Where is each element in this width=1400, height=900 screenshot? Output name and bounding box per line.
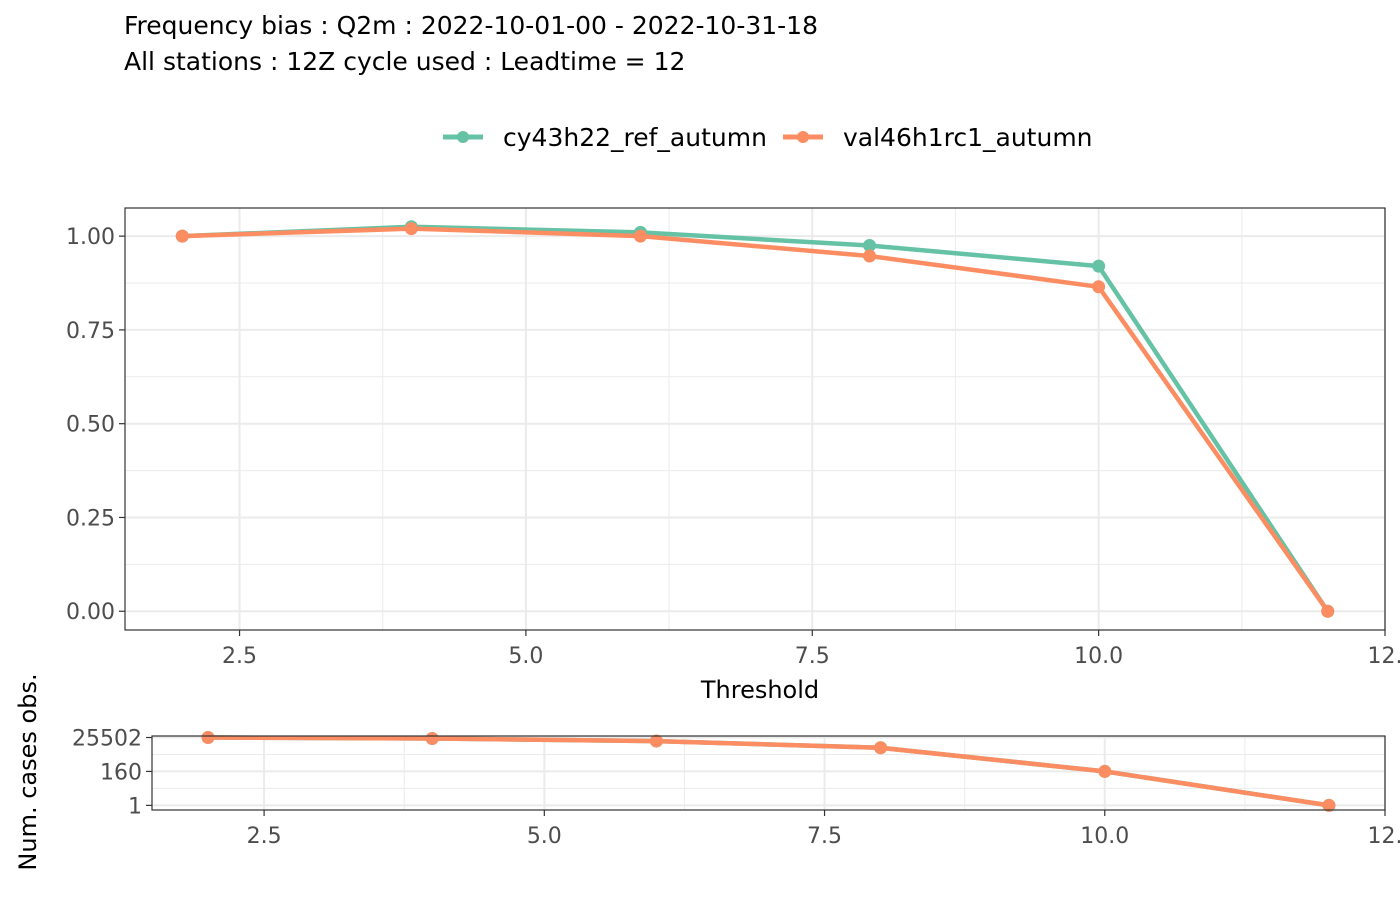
title-line-1: Frequency bias : Q2m : 2022-10-01-00 - 2…: [124, 11, 818, 40]
x-tick-label: 2.5: [247, 824, 282, 849]
data-point: [175, 229, 189, 243]
counts-panel: 2.5 5.0 7.5 10.0 12. 25502 160 1 Num. cases obs.: [14, 673, 1400, 870]
data-point: [1092, 259, 1106, 273]
data-point: [1321, 604, 1335, 618]
series-line-1: [207, 735, 1330, 808]
panel-background: [125, 208, 1385, 630]
y-tick-label: 0.00: [66, 600, 115, 625]
legend: cy43h22_ref_autumn val46h1rc1_autumn: [443, 123, 1093, 152]
y-axis-title: Num. cases obs.: [14, 673, 42, 870]
data-point: [1322, 798, 1336, 812]
legend-label: cy43h22_ref_autumn: [503, 123, 767, 152]
data-point: [633, 229, 647, 243]
y-tick-label: 0.50: [66, 413, 115, 438]
x-tick-label: 5.0: [508, 644, 543, 669]
y-tick-label: 0.75: [66, 319, 115, 344]
x-tick-label: 10.0: [1074, 644, 1123, 669]
x-tick-label: 2.5: [222, 644, 257, 669]
data-point: [1098, 764, 1112, 778]
y-tick-label: 25502: [72, 727, 142, 752]
chart-title: Frequency bias : Q2m : 2022-10-01-00 - 2…: [124, 8, 818, 80]
data-point: [201, 731, 215, 745]
x-tick-label: 12.: [1368, 824, 1400, 849]
legend-key-point: [797, 131, 809, 143]
legend-label: val46h1rc1_autumn: [843, 123, 1093, 152]
y-tick-label: 1.00: [66, 225, 115, 250]
x-tick-label: 7.5: [807, 824, 842, 849]
x-tick-label: 7.5: [795, 644, 830, 669]
main-panel: 2.5 5.0 7.5 10.0 12. 0.00 0.25 0.50 0.75 1.00 Thre…: [66, 207, 1400, 704]
panel-border: [151, 735, 1386, 811]
data-point: [404, 222, 418, 236]
data-point: [649, 734, 663, 748]
y-tick-label: 0.25: [66, 506, 115, 531]
panel-border: [124, 207, 1386, 631]
y-tick-label: 1: [128, 794, 142, 819]
series-line-1: [182, 226, 1330, 613]
panel-background: [152, 736, 1385, 810]
x-tick-label: 10.0: [1080, 824, 1129, 849]
x-tick-label: 12.: [1368, 644, 1400, 669]
data-point: [874, 741, 888, 755]
data-point: [425, 732, 439, 746]
y-tick-label: 160: [100, 760, 142, 785]
x-tick-label: 5.0: [527, 824, 562, 849]
data-point: [863, 239, 877, 253]
legend-key-point: [457, 131, 469, 143]
data-point: [863, 249, 877, 263]
x-axis-title: Threshold: [700, 676, 819, 704]
data-point: [1092, 280, 1106, 294]
title-line-2: All stations : 12Z cycle used : Leadtime…: [124, 47, 686, 76]
